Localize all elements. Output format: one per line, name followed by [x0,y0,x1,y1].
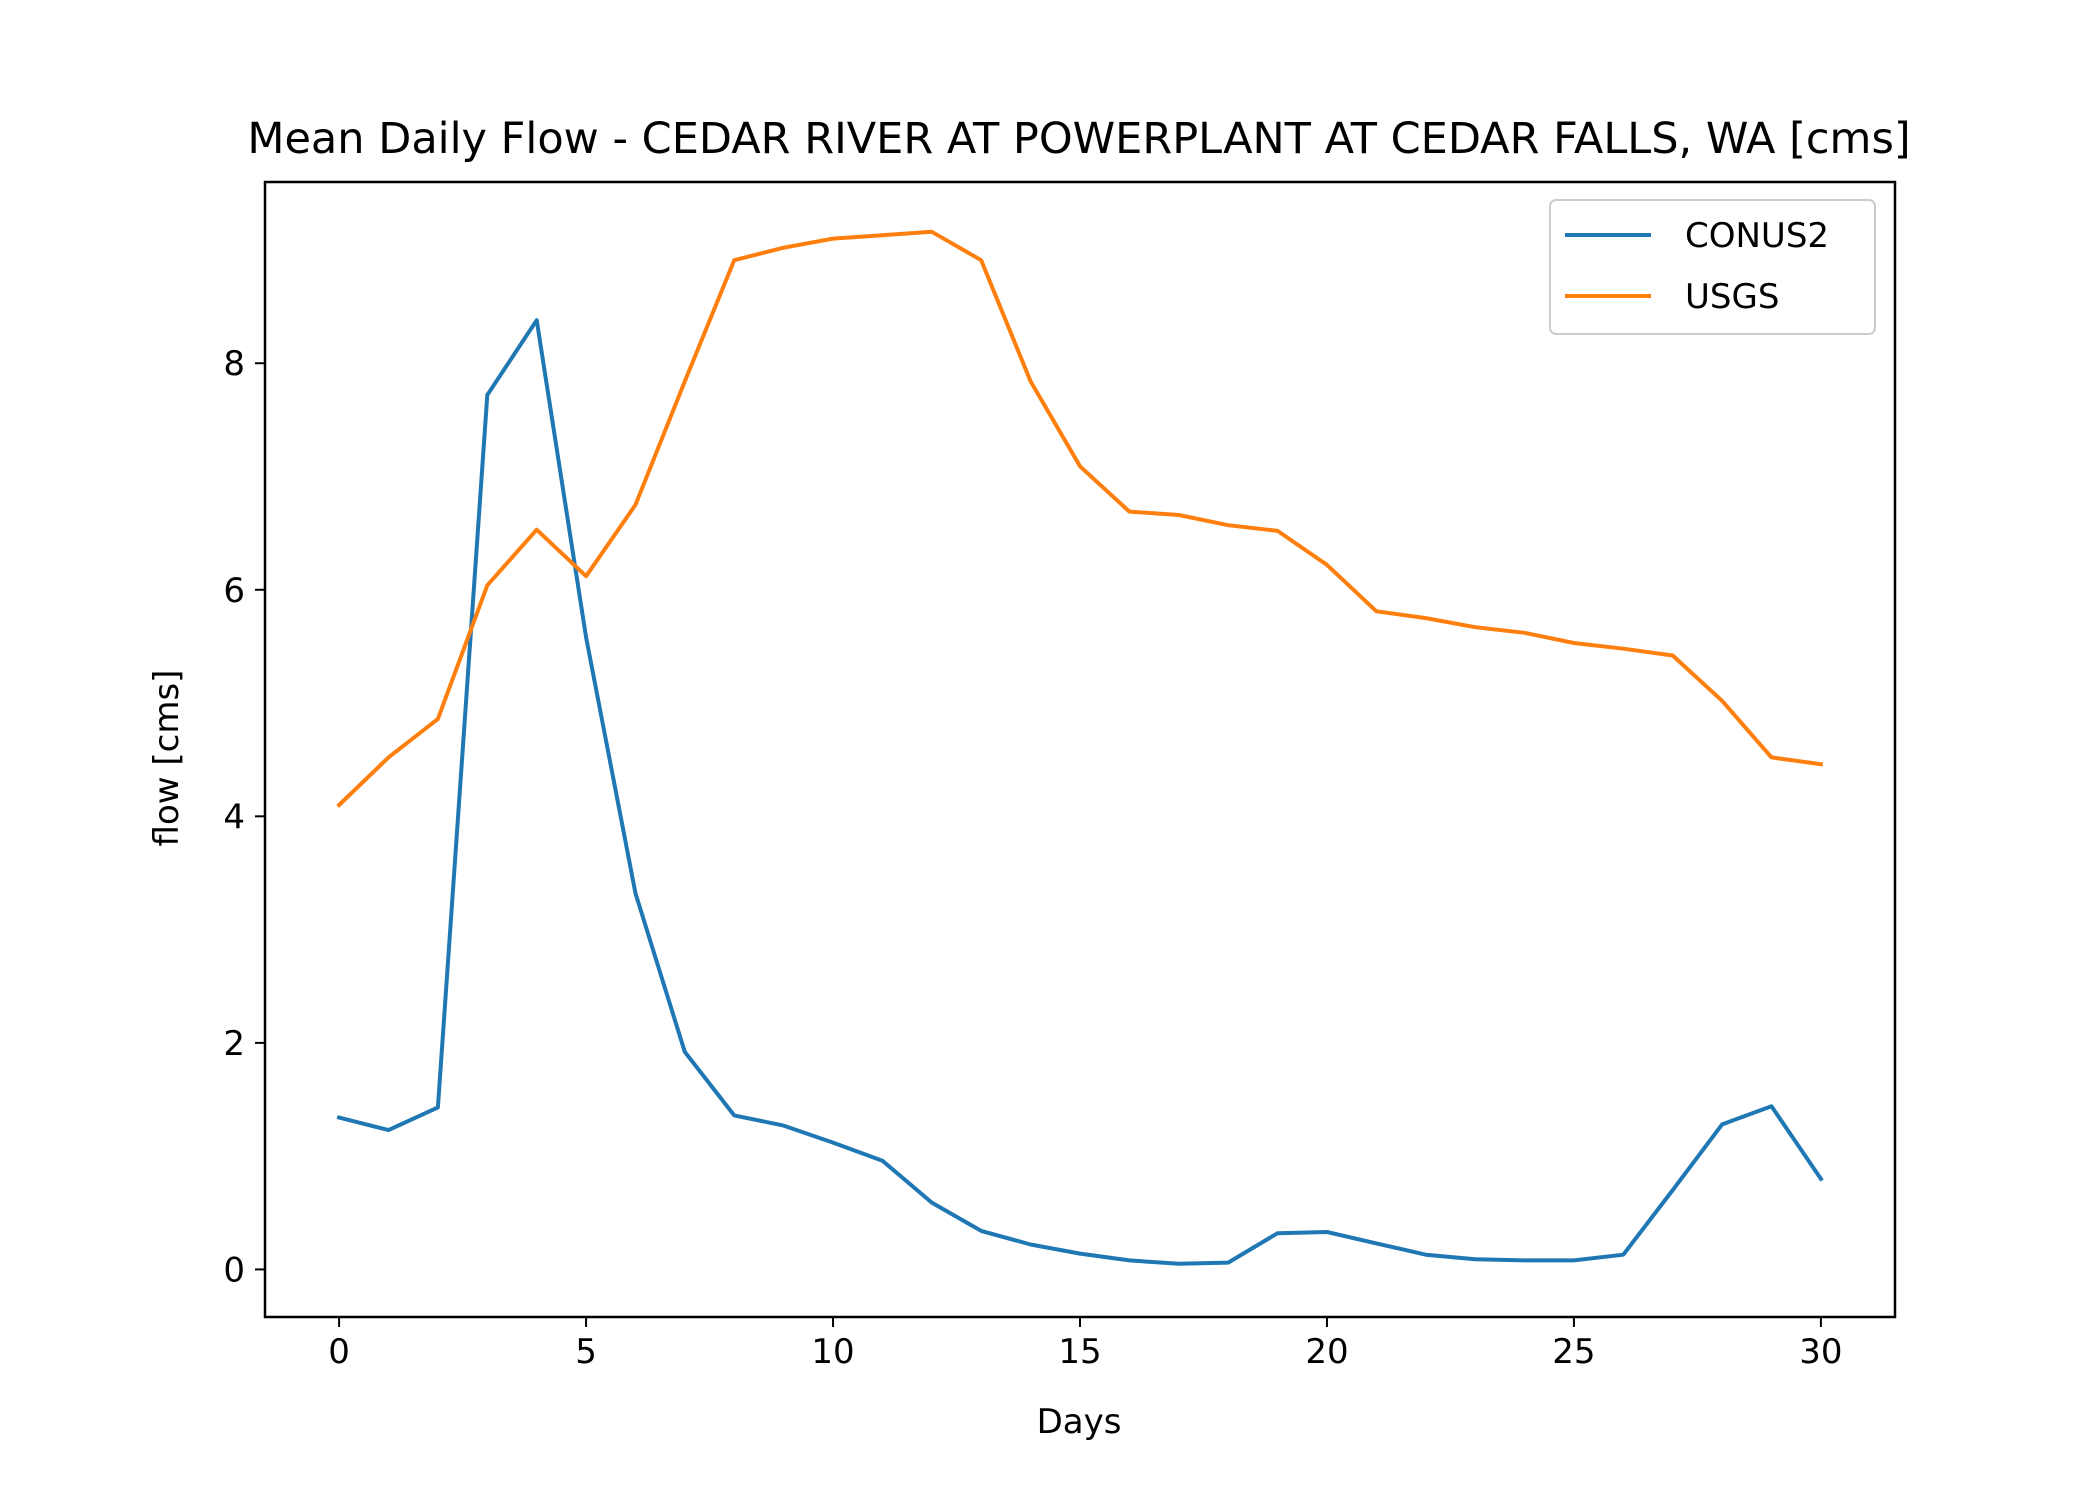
x-tick-label: 30 [1799,1332,1842,1372]
y-tick-label: 8 [223,344,245,384]
y-axis-label: flow [cms] [147,670,187,847]
legend-label-usgs: USGS [1685,277,1779,317]
plot-frame [263,180,1897,1319]
x-tick-label: 20 [1305,1332,1348,1372]
y-tick-label: 6 [223,571,245,611]
x-tick-label: 25 [1552,1332,1595,1372]
legend: CONUS2 USGS [1549,199,1876,335]
x-tick-label: 15 [1058,1332,1101,1372]
y-axis: 0 2 4 6 8 [223,344,265,1290]
x-tick-label: 10 [811,1332,854,1372]
y-tick-label: 0 [223,1250,245,1290]
plot-area [336,229,1824,1266]
x-tick-label: 5 [575,1332,597,1372]
x-tick-label: 0 [328,1332,350,1372]
chart-title: Mean Daily Flow - CEDAR RIVER AT POWERPL… [247,114,1910,164]
series-line-usgs [336,229,1824,808]
legend-label-conus2: CONUS2 [1685,216,1829,256]
x-axis-label: Days [1037,1402,1122,1442]
x-axis: 0 5 10 15 20 25 30 [328,1317,1843,1372]
series-line-conus2 [336,318,1824,1266]
y-tick-label: 2 [223,1024,245,1064]
y-tick-label: 4 [223,797,245,837]
